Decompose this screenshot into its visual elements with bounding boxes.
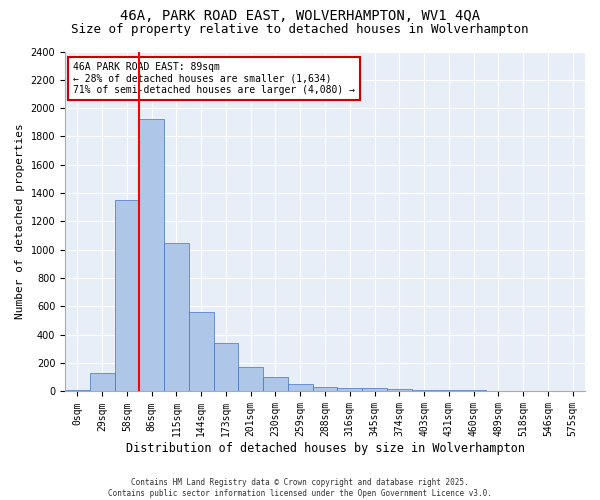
Bar bbox=[560, 391, 585, 392]
Bar bbox=[486, 391, 511, 392]
Y-axis label: Number of detached properties: Number of detached properties bbox=[15, 124, 25, 320]
Bar bbox=[313, 386, 337, 392]
Text: Size of property relative to detached houses in Wolverhampton: Size of property relative to detached ho… bbox=[71, 22, 529, 36]
Bar bbox=[337, 388, 362, 392]
Text: 46A PARK ROAD EAST: 89sqm
← 28% of detached houses are smaller (1,634)
71% of se: 46A PARK ROAD EAST: 89sqm ← 28% of detac… bbox=[73, 62, 355, 95]
Bar bbox=[288, 384, 313, 392]
Bar bbox=[387, 389, 412, 392]
Bar bbox=[139, 120, 164, 392]
Bar bbox=[65, 390, 90, 392]
Text: 46A, PARK ROAD EAST, WOLVERHAMPTON, WV1 4QA: 46A, PARK ROAD EAST, WOLVERHAMPTON, WV1 … bbox=[120, 9, 480, 23]
Bar bbox=[362, 388, 387, 392]
Bar bbox=[90, 373, 115, 392]
Bar bbox=[238, 368, 263, 392]
Bar bbox=[115, 200, 139, 392]
Bar bbox=[263, 376, 288, 392]
Bar bbox=[412, 390, 436, 392]
Text: Contains HM Land Registry data © Crown copyright and database right 2025.
Contai: Contains HM Land Registry data © Crown c… bbox=[108, 478, 492, 498]
X-axis label: Distribution of detached houses by size in Wolverhampton: Distribution of detached houses by size … bbox=[125, 442, 524, 455]
Bar bbox=[436, 390, 461, 392]
Bar bbox=[164, 242, 189, 392]
Bar bbox=[461, 390, 486, 392]
Bar bbox=[214, 344, 238, 392]
Bar bbox=[189, 312, 214, 392]
